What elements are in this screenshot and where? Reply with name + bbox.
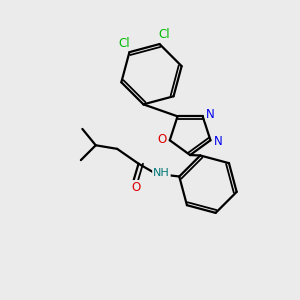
Text: NH: NH bbox=[153, 168, 170, 178]
Text: Cl: Cl bbox=[158, 28, 170, 41]
Text: N: N bbox=[206, 108, 215, 121]
Text: O: O bbox=[131, 181, 140, 194]
Text: Cl: Cl bbox=[118, 37, 130, 50]
Text: N: N bbox=[214, 135, 222, 148]
Text: O: O bbox=[157, 133, 167, 146]
